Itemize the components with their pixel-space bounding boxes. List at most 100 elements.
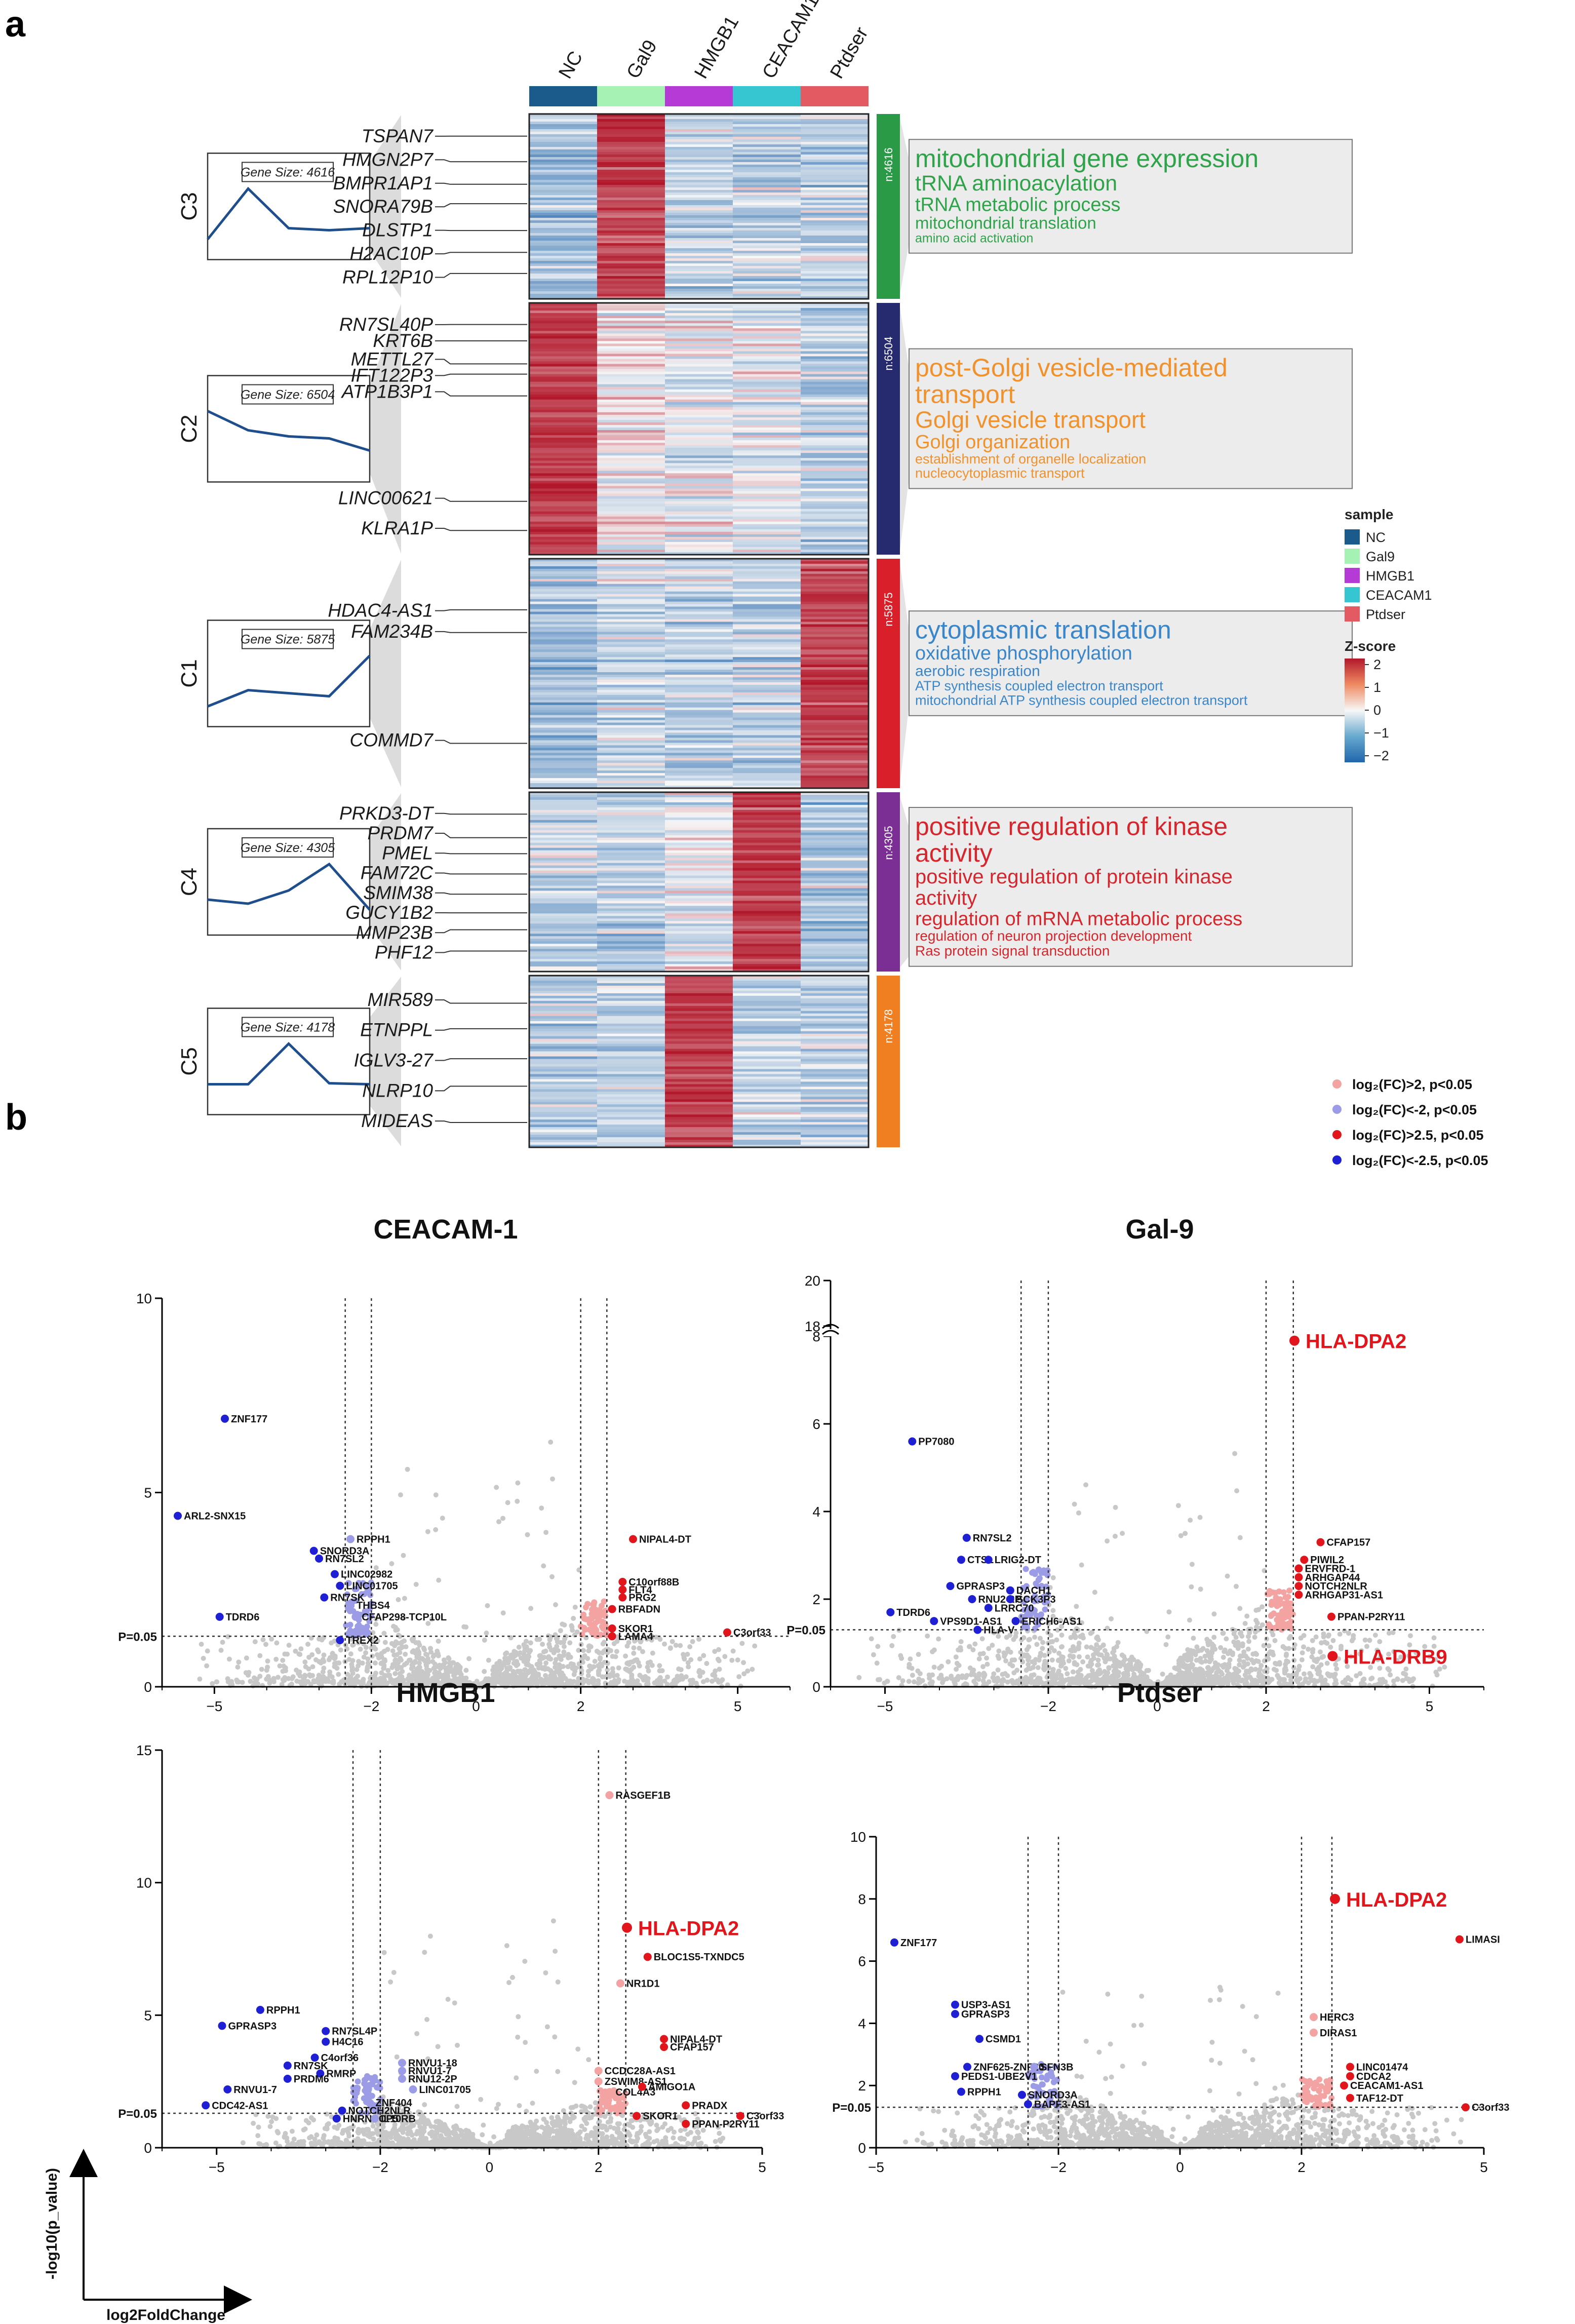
gene-point: [1307, 1671, 1313, 1676]
gene-point: [697, 1674, 703, 1679]
gene-point-down: [356, 1629, 363, 1635]
gene-label: TSPAN7: [362, 126, 434, 146]
heat-cell: [529, 845, 598, 848]
heat-cell: [597, 931, 665, 934]
heat-cell: [665, 529, 733, 532]
heat-cell: [597, 939, 665, 942]
heat-cell: [665, 246, 733, 249]
gene-point: [1189, 1562, 1195, 1567]
gene-point: [361, 1641, 366, 1647]
gene-point: [889, 1643, 895, 1648]
heat-cell: [733, 976, 801, 979]
heat-cell: [801, 652, 869, 655]
heat-cell: [801, 1036, 869, 1039]
heat-cell: [801, 534, 869, 537]
heat-cell: [529, 200, 598, 203]
heat-cell: [529, 677, 598, 680]
heat-cell: [665, 804, 733, 808]
heat-cell: [597, 988, 665, 991]
heat-cell: [733, 939, 801, 942]
heat-cell: [529, 941, 598, 944]
heat-cell: [733, 511, 801, 515]
heat-cell: [529, 913, 598, 916]
heat-cell: [597, 561, 665, 564]
heat-cell: [529, 705, 598, 708]
gene-point: [1227, 1657, 1233, 1662]
heat-cell: [801, 634, 869, 637]
heat-cell: [733, 1023, 801, 1027]
heat-cell: [801, 692, 869, 695]
gene-point: [336, 1672, 341, 1677]
heat-cell: [733, 913, 801, 916]
heat-cell: [529, 215, 598, 218]
heat-cell: [733, 576, 801, 579]
heat-cell: [597, 263, 665, 266]
heat-cell: [597, 223, 665, 226]
heat-cell: [597, 743, 665, 746]
heat-cell: [733, 712, 801, 716]
heat-cell: [665, 1013, 733, 1017]
heat-cell: [733, 571, 801, 574]
heat-cell: [665, 743, 733, 746]
heat-cell: [801, 190, 869, 193]
heat-cell: [529, 276, 598, 279]
heat-cell: [733, 326, 801, 329]
heat-cell: [529, 702, 598, 706]
heat-cell: [733, 321, 801, 324]
heat-cell: [733, 911, 801, 914]
heat-cell: [529, 832, 598, 836]
heat-cell: [801, 251, 869, 254]
heat-cell: [665, 941, 733, 944]
heat-cell: [529, 665, 598, 668]
heat-cell: [665, 931, 733, 934]
heat-cell: [801, 356, 869, 360]
heat-cell: [529, 552, 598, 555]
heat-cell: [733, 827, 801, 831]
gene-point-up: [584, 1601, 591, 1607]
gene-point: [381, 1665, 386, 1671]
heat-cell: [801, 453, 869, 456]
gene-point: [1224, 1636, 1229, 1642]
heat-cell: [665, 1021, 733, 1024]
cluster-profile-line: [208, 1041, 370, 1086]
gene-point: [1240, 1643, 1245, 1649]
heat-cell: [801, 195, 869, 198]
heat-cell: [801, 946, 869, 949]
gene-point: [438, 1673, 444, 1678]
heat-cell: [665, 1074, 733, 1077]
volcano-legend-item: log₂(FC)>2, p<0.05: [1352, 1077, 1472, 1092]
gene-point: [640, 1649, 645, 1654]
heat-cell: [597, 256, 665, 259]
gene-point: [558, 1628, 563, 1634]
heat-cell: [733, 1021, 801, 1024]
gene-size-box: [242, 384, 334, 405]
heat-cell: [529, 175, 598, 178]
heat-cell: [801, 220, 869, 223]
heat-cell: [597, 404, 665, 408]
heat-cell: [733, 172, 801, 175]
heat-cell: [529, 430, 598, 433]
heat-cell: [597, 516, 665, 520]
gene-point: [1230, 1650, 1235, 1656]
heat-cell: [665, 521, 733, 525]
heat-cell: [801, 1041, 869, 1044]
volcano-ceacam-1: CEACAM-1P=0.05ZNF177ARL2-SNX15RPPH1SNORD…: [118, 1214, 791, 1714]
gene-point: [309, 1652, 315, 1657]
gene-point: [1114, 1644, 1120, 1649]
heat-cell: [597, 727, 665, 731]
heat-cell: [597, 672, 665, 675]
gene-leader-line: [435, 497, 527, 502]
heat-cell: [665, 616, 733, 620]
gene-point: [271, 1679, 277, 1685]
heat-cell: [733, 463, 801, 466]
heat-cell: [597, 705, 665, 708]
heat-cell: [597, 122, 665, 125]
heat-cell: [665, 228, 733, 231]
heat-cell: [733, 177, 801, 180]
heat-cell: [529, 627, 598, 630]
gene-point: [549, 1574, 555, 1579]
heat-cell: [665, 1033, 733, 1037]
gene-point: [485, 1603, 490, 1608]
heat-cell: [529, 700, 598, 703]
heat-cell: [733, 389, 801, 393]
